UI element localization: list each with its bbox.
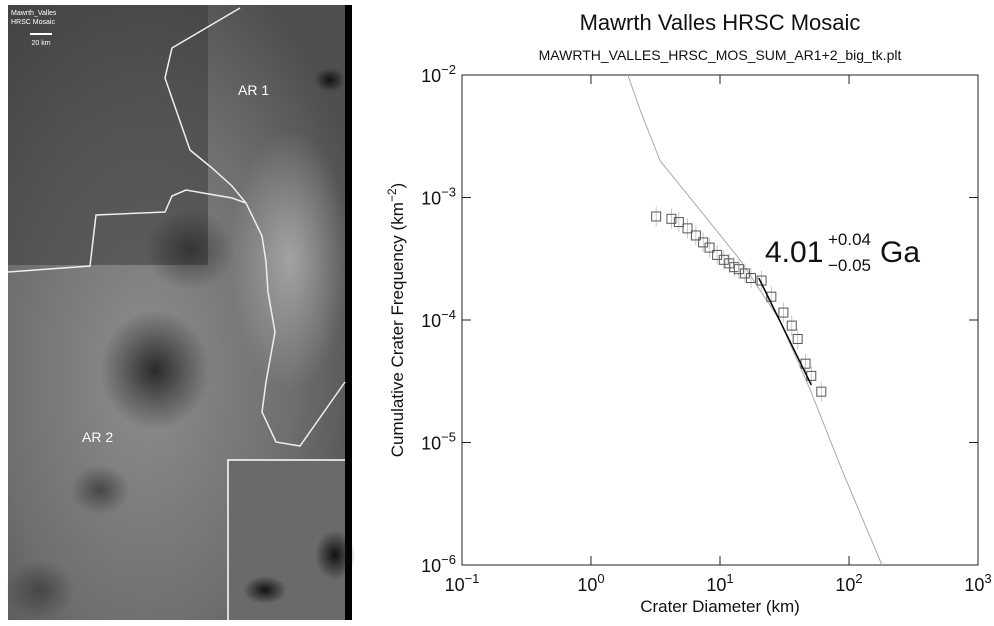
x-tick-exponent: −1 [465, 571, 480, 586]
crater-point [766, 291, 777, 302]
y-tick-exponent: −6 [441, 552, 456, 567]
crater-point [718, 254, 729, 265]
region-1-boundary [164, 7, 346, 447]
y-axis-label-text: ) [388, 183, 407, 189]
crater [315, 68, 345, 92]
plot-frame [461, 74, 979, 566]
scale-label: 20 km [31, 40, 50, 47]
x-tick-base: 10 [577, 575, 597, 595]
x-tick-label: 100 [577, 571, 604, 595]
y-tick-label: 10−6 [421, 552, 456, 576]
image-edge [345, 5, 352, 620]
image-caption: HRSC Mosaic [11, 19, 55, 26]
age-unit: Ga [880, 236, 920, 269]
image-light [230, 130, 350, 390]
age-minus: −0.05 [828, 256, 871, 275]
image-caption: Mawrth_Valles [11, 10, 57, 17]
crater-point [792, 333, 803, 344]
x-tick-exponent: 1 [726, 571, 733, 586]
crater-point [698, 237, 709, 248]
x-tick-base: 10 [445, 575, 465, 595]
x-tick-exponent: 0 [597, 571, 604, 586]
y-tick-label: 10−2 [421, 62, 456, 86]
y-axis-label: Cumulative Crater Frequency (km−2) [385, 183, 407, 457]
y-tick-exponent: −3 [441, 185, 456, 200]
crater-point [651, 211, 662, 222]
crater-point [666, 213, 677, 224]
crater-point [786, 320, 797, 331]
crater [70, 465, 130, 515]
x-tick-label: 102 [835, 571, 862, 595]
crater-point [690, 230, 701, 241]
crater-point [704, 242, 715, 253]
y-tick-base: 10 [421, 434, 441, 454]
inset-border [227, 459, 345, 620]
x-tick-label: 101 [706, 571, 733, 595]
y-tick-base: 10 [421, 189, 441, 209]
inset-crater [315, 530, 355, 580]
x-tick-base: 10 [835, 575, 855, 595]
crater-point [778, 307, 789, 318]
crater-point [816, 386, 827, 397]
y-tick-label: 10−3 [421, 185, 456, 209]
x-tick-base: 10 [964, 575, 984, 595]
x-tick-base: 10 [706, 575, 726, 595]
y-tick-label: 10−4 [421, 307, 456, 331]
x-tick-label: 103 [964, 571, 991, 595]
y-tick-base: 10 [421, 66, 441, 86]
crater-point [746, 273, 757, 284]
x-axis-label: Crater Diameter (km) [640, 597, 800, 616]
chart-subtitle: MAWRTH_VALLES_HRSC_MOS_SUM_AR1+2_big_tk.… [539, 47, 902, 63]
chart-title: Mawrth Valles HRSC Mosaic [580, 10, 861, 35]
age-plus: +0.04 [828, 230, 871, 249]
isochron-curve [627, 75, 883, 565]
region-2-boundary [7, 189, 247, 273]
x-tick-label: 10−1 [445, 571, 480, 595]
y-tick-base: 10 [421, 311, 441, 331]
age-value: 4.01 [765, 236, 823, 269]
region-label: AR 1 [238, 82, 269, 98]
region-label: AR 2 [82, 429, 113, 445]
y-tick-exponent: −5 [441, 430, 456, 445]
crater [5, 560, 75, 620]
crater [145, 210, 235, 290]
x-tick-exponent: 2 [855, 571, 862, 586]
y-tick-label: 10−5 [421, 430, 456, 454]
y-tick-exponent: −4 [441, 307, 456, 322]
y-axis-label-exponent: −2 [385, 188, 399, 202]
mars-image: Mawrth_Valles HRSC Mosaic 20 km AR 1 AR … [5, 5, 355, 620]
crater-point [673, 217, 684, 228]
inset-crater [243, 576, 287, 604]
crater-point [682, 223, 693, 234]
y-tick-base: 10 [421, 556, 441, 576]
y-axis-label-text: Cumulative Crater Frequency (km [388, 202, 407, 457]
x-tick-exponent: 3 [984, 571, 991, 586]
y-tick-exponent: −2 [441, 62, 456, 77]
fit-line [758, 277, 812, 386]
crater [100, 310, 210, 430]
